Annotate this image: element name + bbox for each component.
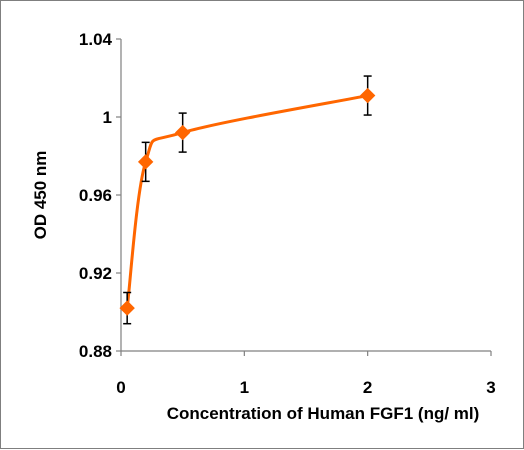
y-tick-label: 0.88 bbox=[79, 342, 112, 361]
x-tick-label: 2 bbox=[363, 378, 372, 397]
y-tick-label: 0.96 bbox=[79, 186, 112, 205]
y-tick-label: 0.92 bbox=[79, 264, 112, 283]
x-tick-label: 0 bbox=[116, 378, 125, 397]
axes bbox=[116, 38, 492, 356]
y-axis-title: OD 450 nm bbox=[31, 151, 50, 240]
x-axis-title: Concentration of Human FGF1 (ng/ ml) bbox=[167, 404, 480, 423]
x-tick-label: 1 bbox=[240, 378, 249, 397]
x-tick-label: 3 bbox=[486, 378, 495, 397]
tick-labels: 0.88 0.92 0.96 1 1.04 0 1 2 3 bbox=[79, 30, 496, 397]
y-tick-label: 1 bbox=[103, 108, 112, 127]
series-line bbox=[125, 94, 368, 309]
y-tick-label: 1.04 bbox=[79, 30, 113, 49]
error-bars bbox=[123, 75, 372, 325]
data-points bbox=[119, 87, 376, 316]
data-point-marker bbox=[137, 154, 154, 170]
data-point-marker bbox=[119, 300, 135, 316]
data-point-marker bbox=[359, 87, 376, 104]
data-point-marker bbox=[174, 124, 191, 141]
